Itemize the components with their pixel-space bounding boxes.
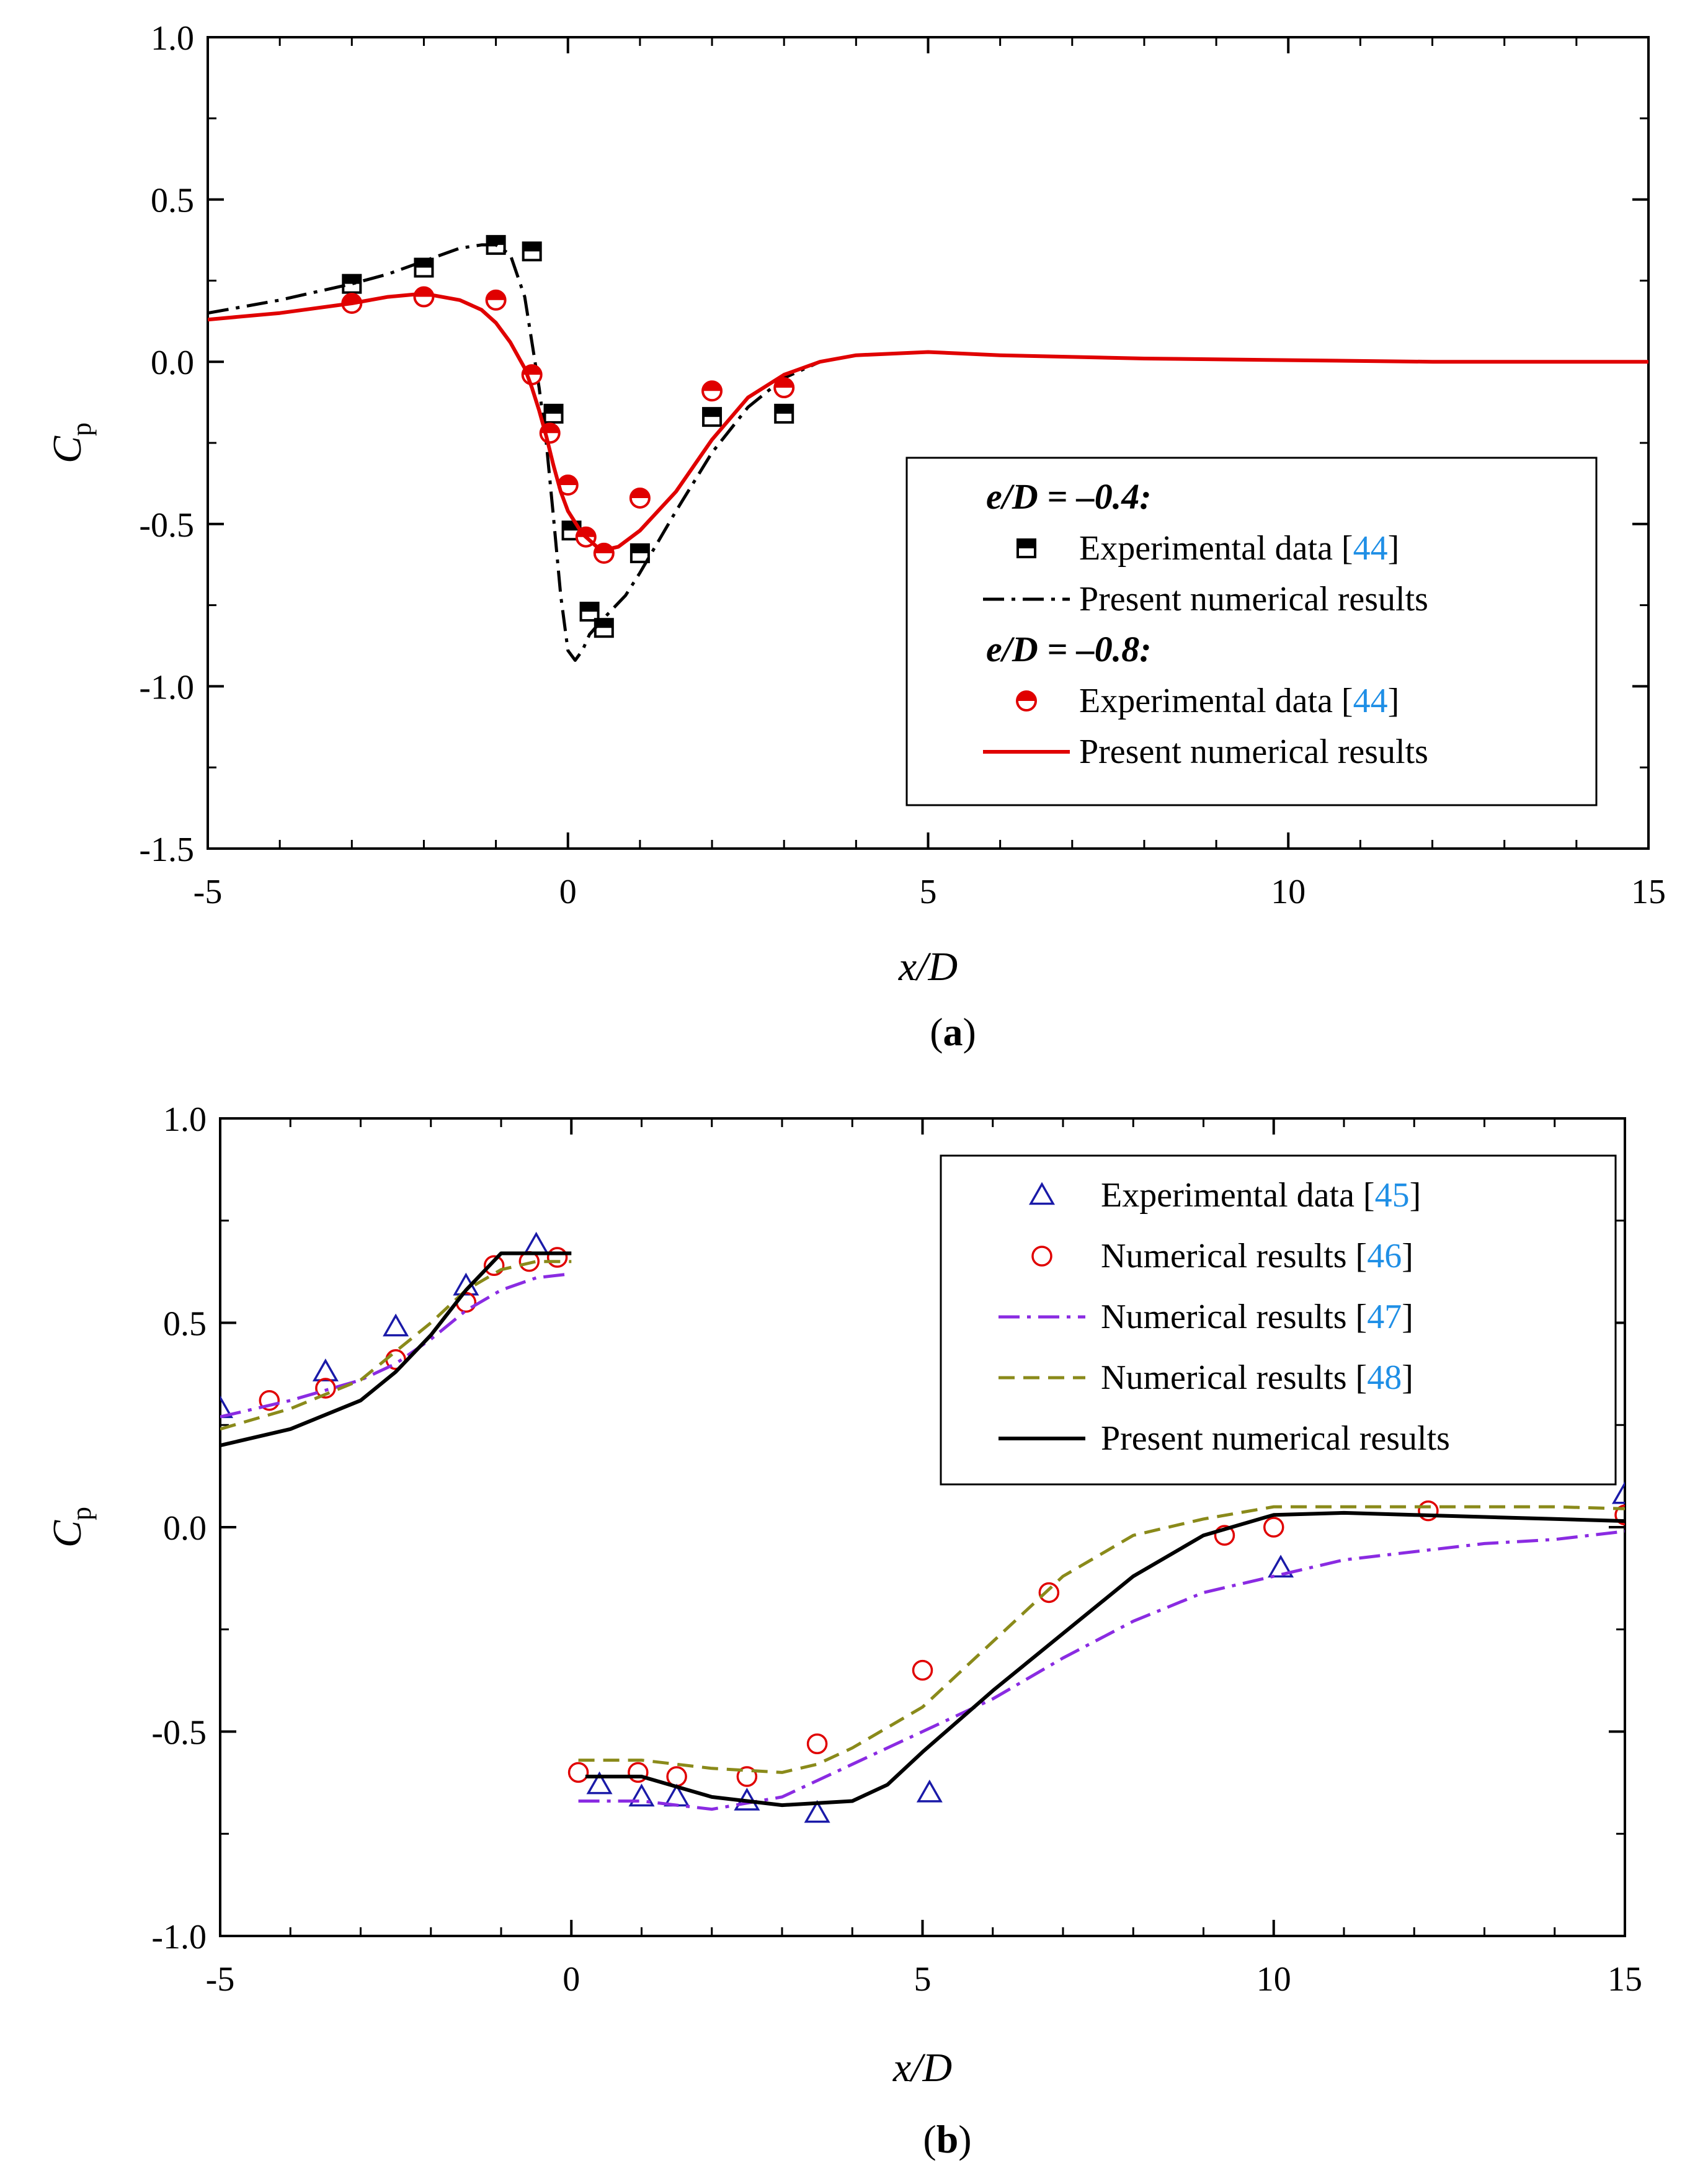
data-point-s0 xyxy=(804,1800,830,1823)
y-tick-label: 1.0 xyxy=(163,1100,207,1139)
panel-label: (a) xyxy=(930,1010,976,1054)
data-point-s1 xyxy=(912,1659,933,1681)
legend-box xyxy=(940,1154,1617,1486)
legend-marker-fill xyxy=(1017,692,1036,701)
legend-label: Numerical results [46] xyxy=(1101,1237,1413,1275)
series-line-3 xyxy=(220,1260,1625,1774)
x-tick-label: 0 xyxy=(559,873,577,911)
data-point-s2-fill xyxy=(703,381,722,391)
x-tick-label: -5 xyxy=(193,873,223,911)
data-point-s1 xyxy=(628,1762,649,1783)
y-tick-label: -1.5 xyxy=(139,831,194,869)
data-point-s0-fill xyxy=(631,544,649,553)
data-point-s1 xyxy=(1418,1500,1439,1522)
data-point-s1 xyxy=(483,1255,505,1276)
data-point-s0 xyxy=(523,1231,549,1255)
legend-box xyxy=(905,457,1598,806)
data-point-s1 xyxy=(1214,1525,1235,1546)
y-tick-label: 0.5 xyxy=(151,182,194,220)
legend-marker xyxy=(1031,1246,1052,1267)
y-tick-label: 1.0 xyxy=(151,19,194,58)
x-axis-title: x/D xyxy=(892,2045,952,2090)
x-tick-label: 15 xyxy=(1608,1960,1642,1999)
x-tick-label: 5 xyxy=(914,1960,932,1999)
data-point-s0 xyxy=(628,1783,655,1807)
legend-label: Experimental data [44] xyxy=(1079,529,1399,568)
y-axis-title: Cp xyxy=(45,1507,97,1548)
y-axis-title: Cp xyxy=(45,422,97,463)
x-tick-label: -5 xyxy=(206,1960,235,1999)
y-tick-label: 0.0 xyxy=(163,1509,207,1548)
y-axis-title-main: C xyxy=(45,435,90,463)
data-point-s0-fill xyxy=(545,404,563,414)
data-point-s2-fill xyxy=(486,290,505,300)
y-tick-label: 0.5 xyxy=(163,1305,207,1344)
data-point-s0 xyxy=(383,1313,409,1337)
chart-panel-a: -5 0 5 10 15 1.0 0.5 0.0 -0.5 -1.0 -1.5 x/D Cp (a) e/D… xyxy=(45,19,1666,1054)
legend: Experimental data [45] Numerical results … xyxy=(940,1154,1617,1486)
y-axis-title-main: C xyxy=(45,1520,90,1548)
legend-label: Present numerical results xyxy=(1079,733,1428,771)
y-axis-title-sub: p xyxy=(66,1507,97,1520)
y-tick-label: -0.5 xyxy=(151,1714,207,1752)
legend-heading: e/D = –0.4: xyxy=(986,476,1152,517)
y-tick-label: -1.0 xyxy=(139,668,194,707)
data-point-s2-fill xyxy=(558,476,577,486)
x-tick-label: 5 xyxy=(920,873,937,911)
data-point-s0-fill xyxy=(487,236,505,245)
data-point-s0-fill xyxy=(523,243,541,252)
data-point-s1 xyxy=(315,1378,336,1399)
series-line-2 xyxy=(220,1272,1625,1811)
data-point-s0 xyxy=(1611,1481,1625,1504)
legend-label: Numerical results [48] xyxy=(1101,1358,1413,1397)
x-tick-label: 15 xyxy=(1631,873,1666,911)
data-point-s1 xyxy=(806,1733,828,1755)
legend-marker-fill xyxy=(1018,540,1035,548)
y-tick-label: 0.0 xyxy=(151,344,194,382)
x-tick-label: 10 xyxy=(1271,873,1305,911)
legend-heading: e/D = –0.8: xyxy=(986,629,1152,669)
data-point-s0 xyxy=(220,1395,234,1419)
series-group xyxy=(208,234,1648,662)
panel-label: (b) xyxy=(923,2117,971,2161)
data-point-s1 xyxy=(567,1762,589,1783)
data-point-s1 xyxy=(546,1247,568,1268)
legend-label: Present numerical results xyxy=(1101,1419,1450,1458)
y-tick-label: -0.5 xyxy=(139,506,194,545)
data-point-s0-fill xyxy=(703,408,721,417)
data-point-s1 xyxy=(259,1389,280,1411)
legend: e/D = –0.4: Experimental data [44] Present… xyxy=(905,457,1598,806)
data-point-s0-fill xyxy=(343,275,361,284)
legend-label: Experimental data [45] xyxy=(1101,1176,1421,1215)
data-point-s0 xyxy=(1268,1554,1294,1578)
y-axis-title-sub: p xyxy=(66,422,97,436)
data-point-s0-fill xyxy=(775,404,793,414)
data-point-s0 xyxy=(586,1771,613,1795)
x-tick-label: 10 xyxy=(1257,1960,1291,1999)
y-tick-label: -1.0 xyxy=(151,1918,207,1956)
data-point-s2-fill xyxy=(775,378,794,388)
data-point-s1 xyxy=(1263,1517,1284,1538)
data-point-s0-fill xyxy=(580,603,598,612)
data-point-s1 xyxy=(736,1766,758,1787)
series-line-3 xyxy=(208,292,1648,552)
legend-label: Numerical results [47] xyxy=(1101,1298,1413,1336)
series-group xyxy=(220,1231,1625,1823)
x-axis-title: x/D xyxy=(898,944,958,989)
chart-panel-b: -5 0 5 10 15 1.0 0.5 0.0 -0.5 -1.0 x/D Cp (b) Experim… xyxy=(45,1100,1642,2161)
data-point-s2-fill xyxy=(630,488,649,498)
legend-label: Present numerical results xyxy=(1079,580,1428,618)
legend-marker xyxy=(1028,1182,1056,1205)
legend-label: Experimental data [44] xyxy=(1079,682,1399,720)
data-point-s0 xyxy=(916,1779,943,1803)
series-line-4 xyxy=(220,1251,1625,1808)
data-point-s0 xyxy=(312,1358,339,1381)
data-point-s1 xyxy=(1614,1504,1625,1525)
data-point-s1 xyxy=(1038,1582,1060,1603)
x-tick-label: 0 xyxy=(563,1960,580,1999)
